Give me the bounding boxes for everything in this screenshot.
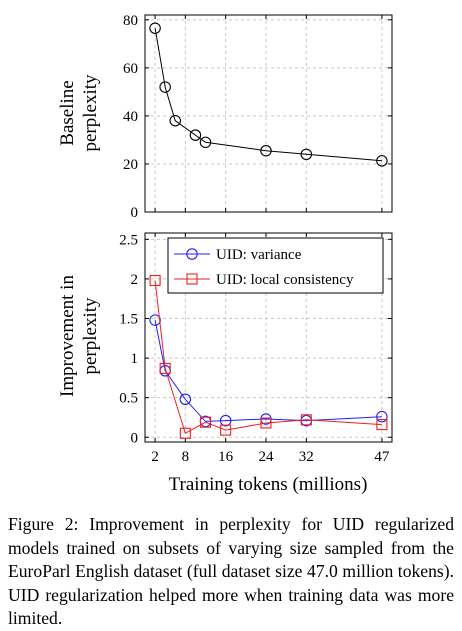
top-y-ticks: 0 20 40 60 80: [123, 13, 392, 221]
top-point-baseline: [159, 81, 171, 93]
top-y-label-line2: perplexity: [80, 74, 101, 152]
bottom-point-uid-local-consistency: [300, 414, 312, 426]
bottom-point-uid-local-consistency: [376, 419, 388, 431]
top-y-tick-label: 0: [131, 205, 139, 221]
bottom-point-uid-local-consistency: [159, 362, 171, 374]
bottom-series: [149, 274, 388, 439]
top-point-baseline: [149, 22, 161, 34]
legend-item-local-consistency: UID: local consistency: [174, 272, 354, 288]
bottom-x-tick-label: 16: [218, 449, 234, 465]
legend-label-local-consistency: UID: local consistency: [216, 272, 354, 288]
top-series: [149, 22, 388, 167]
top-y-tick-label: 60: [123, 61, 138, 77]
top-y-label-line1: Baseline: [57, 80, 78, 145]
top-point-baseline: [189, 129, 202, 141]
legend-square-marker: [186, 273, 198, 285]
legend-item-variance: UID: variance: [174, 247, 302, 263]
legend: UID: variance UID: local consistency: [167, 237, 384, 294]
improvement-panel: 0 0.5 1 1.5 2 2.5 2 8 16 24 32 47 Improvement in p…: [57, 232, 393, 495]
bottom-point-uid-local-consistency: [220, 424, 232, 436]
legend-circle-marker: [186, 248, 198, 260]
bottom-point-uid-variance: [219, 414, 232, 427]
bottom-y-tick-label: 2.5: [119, 232, 138, 248]
bottom-series-line-uid-local-consistency: [154, 280, 382, 435]
bottom-x-tick-label: 2: [151, 449, 159, 465]
top-series-line-baseline: [154, 28, 382, 162]
bottom-point-uid-local-consistency: [179, 427, 191, 439]
top-y-tick-label: 80: [123, 13, 138, 29]
top-point-baseline: [169, 114, 181, 127]
bottom-y-tick-label: 0: [131, 430, 139, 446]
bottom-point-uid-local-consistency: [199, 416, 212, 428]
bottom-y-label-line1: Improvement in: [57, 275, 78, 397]
bottom-x-ticks: 2 8 16 24 32 47: [151, 233, 390, 465]
bottom-y-label-line2: perplexity: [80, 297, 101, 375]
legend-label-variance: UID: variance: [216, 247, 302, 263]
bottom-point-uid-local-consistency: [260, 417, 272, 429]
top-y-tick-label: 40: [123, 109, 138, 125]
top-x-ticks: [154, 15, 383, 212]
top-plot-frame: [144, 14, 393, 213]
bottom-point-uid-local-consistency: [149, 274, 161, 287]
bottom-x-tick-label: 8: [182, 449, 190, 465]
bottom-series-line-uid-variance: [154, 320, 382, 422]
bottom-x-tick-label: 32: [299, 449, 314, 465]
bottom-y-tick-label: 2: [131, 272, 139, 288]
top-point-baseline: [199, 136, 212, 149]
bottom-x-tick-label: 47: [374, 449, 390, 465]
bottom-y-tick-label: 0.5: [119, 391, 138, 407]
top-point-baseline: [260, 144, 272, 157]
legend-box: [167, 237, 384, 294]
figure-caption: Figure 2: Improvement in perplexity for …: [8, 514, 454, 628]
bottom-point-uid-variance: [179, 393, 192, 405]
bottom-y-tick-label: 1: [131, 351, 139, 367]
top-y-tick-label: 20: [123, 157, 138, 173]
top-point-baseline: [300, 148, 313, 161]
baseline-perplexity-panel: 0 20 40 60 80 Baseline perplexity: [57, 13, 393, 221]
bottom-point-uid-variance: [149, 314, 161, 326]
bottom-point-uid-variance: [376, 410, 388, 423]
bottom-x-tick-label: 24: [258, 449, 274, 465]
bottom-y-tick-label: 1.5: [119, 312, 138, 328]
x-axis-label: Training tokens (millions): [169, 474, 368, 495]
bottom-plot-frame: [144, 232, 393, 443]
top-grid: [145, 15, 392, 213]
bottom-y-ticks: 0 0.5 1 1.5 2 2.5: [119, 232, 392, 446]
top-point-baseline: [376, 155, 388, 167]
